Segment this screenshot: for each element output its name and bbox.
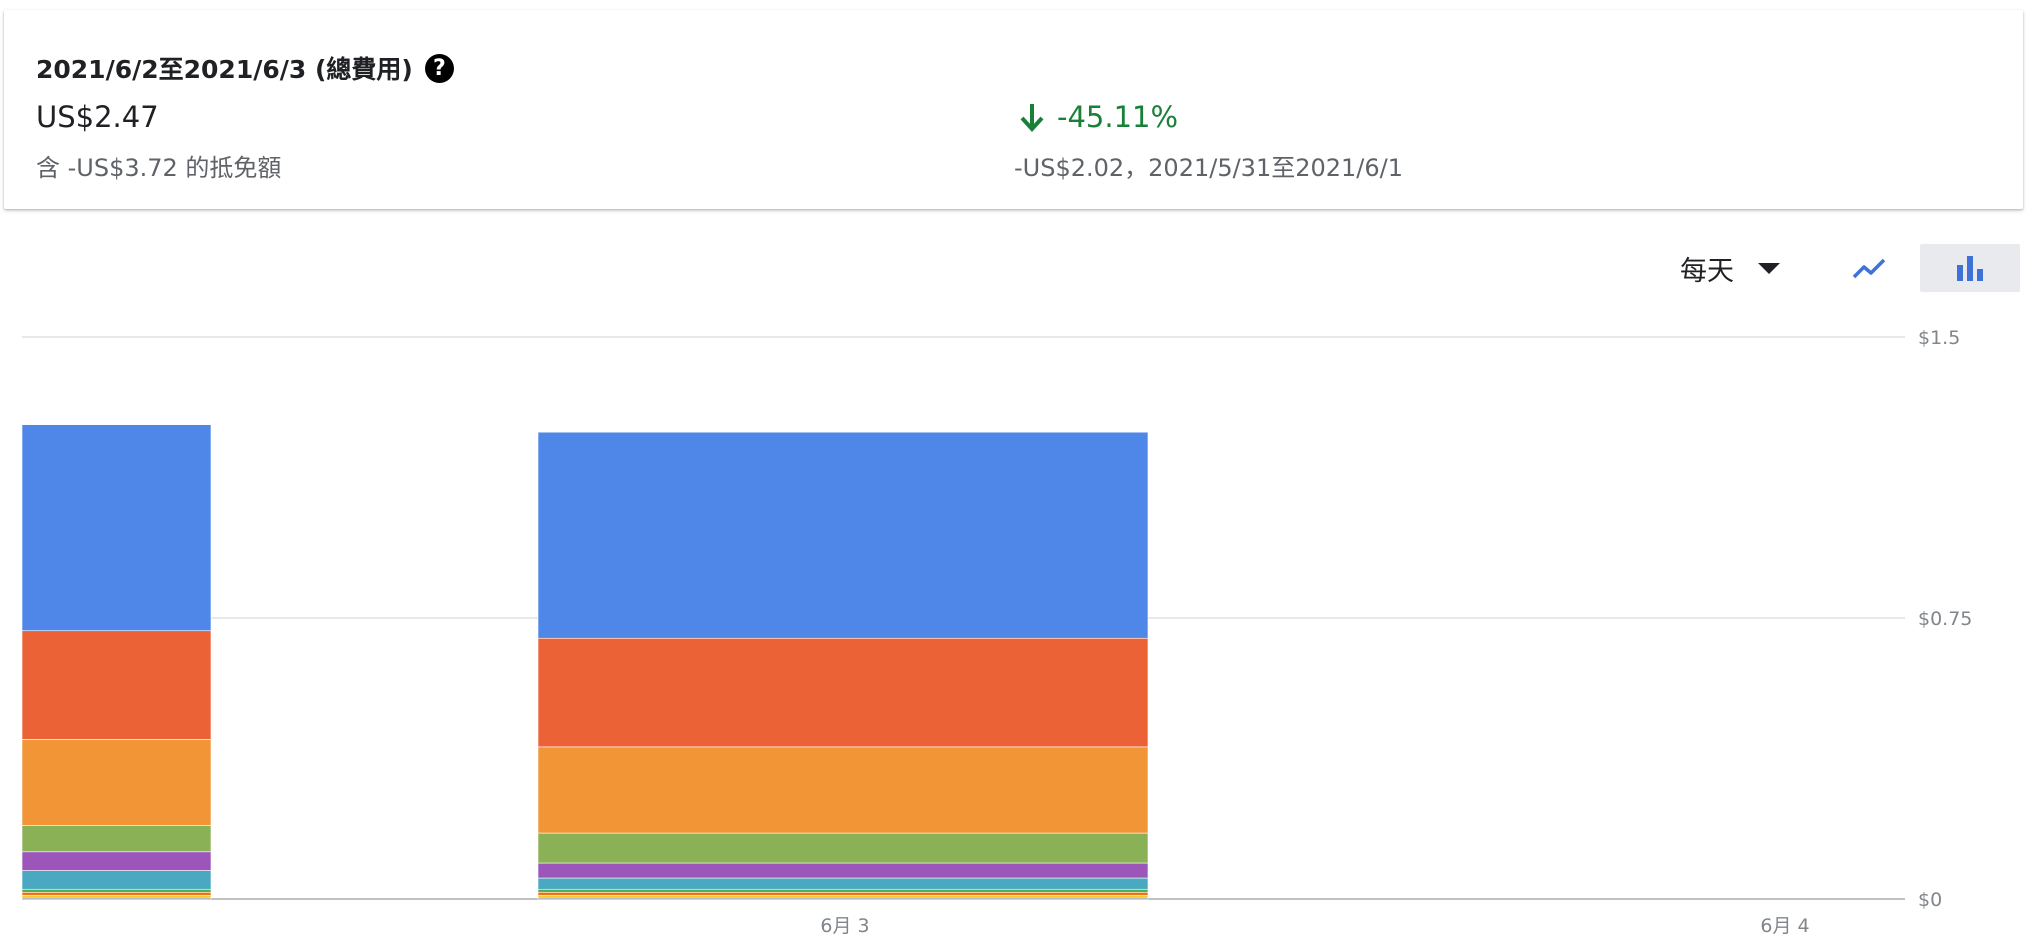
bar-segment[interactable] — [537, 832, 1149, 864]
help-icon[interactable]: ? — [424, 53, 454, 83]
x-tick-label: 6月 3 — [820, 915, 869, 937]
summary-title-text: 2021/6/2至2021/6/3 (總費用) — [36, 55, 413, 84]
y-tick-label: $0 — [1918, 889, 1942, 911]
bar-segment[interactable] — [21, 630, 212, 740]
bar-segment[interactable] — [537, 891, 1149, 896]
cost-summary-card: 2021/6/2至2021/6/3 (總費用) ? US$2.47 含 -US$… — [4, 10, 2023, 209]
y-tick-label: $1.5 — [1918, 327, 1960, 349]
bar-segment[interactable] — [21, 739, 212, 826]
bar-segment[interactable] — [537, 862, 1149, 879]
granularity-value: 每天 — [1680, 255, 1734, 287]
cost-bar-chart: $0 $0.75 $1.5 6月 3 6月 4 — [21, 327, 1972, 937]
bar-segment[interactable] — [21, 891, 212, 896]
arrow-down-icon — [1020, 104, 1044, 132]
bar-segment[interactable] — [537, 431, 1149, 639]
previous-period-note: -US$2.02，2021/5/31至2021/6/1 — [1014, 154, 1404, 182]
bar-stack[interactable] — [21, 424, 212, 900]
x-tick-label: 6月 4 — [1760, 915, 1809, 937]
bar-segment[interactable] — [537, 746, 1149, 834]
granularity-dropdown[interactable]: 每天 — [1680, 248, 1780, 288]
line-chart-icon — [1852, 258, 1886, 279]
bar-segment[interactable] — [537, 637, 1149, 748]
y-tick-label: $0.75 — [1918, 608, 1972, 630]
bar-segment[interactable] — [21, 870, 212, 890]
bar-chart-button[interactable] — [1920, 244, 2020, 292]
bar-segment[interactable] — [537, 888, 1149, 893]
summary-title: 2021/6/2至2021/6/3 (總費用) ? — [36, 50, 454, 86]
bar-segment[interactable] — [21, 825, 212, 853]
line-chart-button[interactable] — [1840, 244, 1898, 292]
change-indicator: -45.11% — [1019, 100, 1178, 134]
chevron-down-icon — [1758, 262, 1780, 274]
bar-segment[interactable] — [21, 888, 212, 893]
credit-note: 含 -US$3.72 的抵免額 — [36, 154, 282, 182]
total-amount: US$2.47 — [36, 100, 159, 134]
bar-segment[interactable] — [21, 424, 212, 632]
bar-chart-icon — [1957, 256, 1983, 281]
bar-segment[interactable] — [21, 851, 212, 871]
change-percent: -45.11% — [1057, 100, 1179, 134]
bar-stack[interactable] — [537, 431, 1149, 900]
bar-segment[interactable] — [537, 877, 1149, 890]
